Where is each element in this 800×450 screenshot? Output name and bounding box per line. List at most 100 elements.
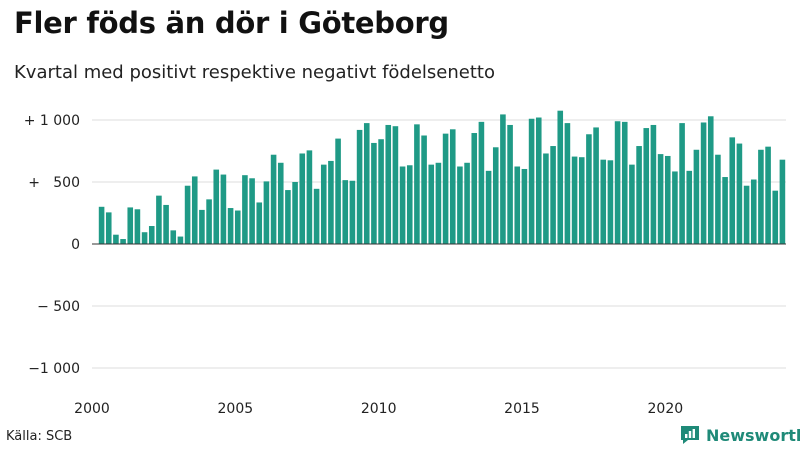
bar: 2003 Q2: 545 xyxy=(191,176,198,244)
bar: 2018 Q1: 990 xyxy=(614,121,621,244)
bar: 2007 Q2: 755 xyxy=(306,150,313,244)
bar: 2001 Q1: 295 xyxy=(127,207,134,244)
bar: 2014 Q1: 1045 xyxy=(500,114,506,244)
bar: 2018 Q2: 985 xyxy=(621,121,628,244)
source-note: Källa: SCB xyxy=(6,429,73,444)
bar: 2020 Q4: 760 xyxy=(693,149,700,244)
bar: 2012 Q4: 655 xyxy=(464,162,470,244)
newsworthy-logo-icon xyxy=(681,426,699,444)
bar: 2023 Q1: 760 xyxy=(758,149,764,244)
bar: 2016 Q2: 975 xyxy=(564,123,571,244)
bar: 2000 Q2: 255 xyxy=(105,212,112,244)
bar: 2009 Q4: 845 xyxy=(378,139,384,244)
chart-title: Fler föds än dör i Göteborg xyxy=(14,6,449,40)
y-tick-label: + 1 000 xyxy=(24,113,80,129)
bar: 2006 Q2: 655 xyxy=(277,162,284,244)
y-tick-label: + 500 xyxy=(28,175,80,191)
bar: 2004 Q2: 560 xyxy=(220,174,227,244)
bar: 2001 Q2: 280 xyxy=(134,209,141,244)
bar: 2017 Q2: 940 xyxy=(593,127,599,244)
bar: 2022 Q1: 860 xyxy=(729,137,736,244)
bar: 2005 Q1: 555 xyxy=(242,175,248,244)
bar: 2006 Q4: 500 xyxy=(292,182,298,244)
bar: 2006 Q3: 435 xyxy=(285,190,291,244)
bar: 2009 Q3: 815 xyxy=(371,142,377,244)
bar: 2017 Q4: 675 xyxy=(607,160,614,244)
y-axis-ticks: + 1 000 + 500 0 − 500 −1 000 xyxy=(24,113,80,377)
bar: 2000 Q3: 75 xyxy=(113,234,119,244)
bar: 2006 Q1: 720 xyxy=(270,154,277,244)
bar: 2020 Q3: 590 xyxy=(686,170,693,244)
bar: 2021 Q1: 980 xyxy=(700,122,707,244)
bar: 2005 Q3: 335 xyxy=(256,202,263,244)
x-tick-label: 2015 xyxy=(504,401,540,417)
bar: 2022 Q3: 470 xyxy=(743,185,750,244)
bar: 2002 Q1: 390 xyxy=(156,195,162,244)
bar: 2002 Q4: 60 xyxy=(177,236,184,244)
y-tick-label: − 500 xyxy=(37,299,80,315)
bar: 2022 Q4: 520 xyxy=(750,179,757,244)
bar: 2001 Q4: 145 xyxy=(148,226,155,244)
brand-name: Newsworthy xyxy=(706,425,800,445)
bar: 2003 Q1: 470 xyxy=(184,185,191,244)
bar: 2013 Q2: 985 xyxy=(478,121,485,244)
bar: 2023 Q3: 430 xyxy=(772,190,779,244)
bar: 2008 Q1: 670 xyxy=(328,160,334,244)
bar: 2012 Q3: 625 xyxy=(457,166,463,244)
bar: 2001 Q3: 95 xyxy=(141,232,148,244)
x-tick-label: 2020 xyxy=(648,401,684,417)
bar: 2008 Q3: 515 xyxy=(342,180,349,244)
bar: 2005 Q2: 530 xyxy=(249,178,255,244)
x-tick-label: 2005 xyxy=(218,401,254,417)
bar: 2010 Q2: 950 xyxy=(392,126,399,244)
bar: 2015 Q1: 1010 xyxy=(528,118,535,244)
bar: 2004 Q1: 600 xyxy=(213,169,220,244)
bar: 2020 Q2: 975 xyxy=(679,123,685,244)
bar: 2007 Q1: 730 xyxy=(299,153,306,244)
bar: 2019 Q3: 725 xyxy=(657,154,664,244)
bar: 2021 Q2: 1030 xyxy=(707,116,714,244)
bar: 2018 Q4: 790 xyxy=(636,146,642,244)
bar: 2019 Q4: 710 xyxy=(664,155,671,244)
bar: 2015 Q3: 730 xyxy=(543,153,549,244)
bar: 2000 Q4: 40 xyxy=(120,239,126,244)
y-tick-label: −1 000 xyxy=(28,361,80,377)
y-tick-label: 0 xyxy=(71,237,80,253)
bar: 2012 Q2: 925 xyxy=(449,129,456,244)
bar: 2011 Q4: 655 xyxy=(435,162,442,244)
bar: 2002 Q2: 315 xyxy=(163,204,169,244)
bar: 2005 Q4: 505 xyxy=(263,181,270,244)
bar: 2003 Q3: 275 xyxy=(199,209,205,244)
x-axis-ticks: 2000 2005 2010 2015 2020 xyxy=(74,401,683,417)
bar: 2019 Q1: 935 xyxy=(643,128,650,244)
bar: 2023 Q2: 785 xyxy=(765,146,771,244)
bar: 2013 Q4: 780 xyxy=(492,147,499,244)
x-tick-label: 2010 xyxy=(361,401,397,417)
bar: 2020 Q1: 585 xyxy=(672,171,678,244)
bar: 2004 Q4: 270 xyxy=(234,210,241,244)
bar: 2017 Q1: 885 xyxy=(586,134,592,244)
bar: 2008 Q4: 510 xyxy=(349,180,356,244)
bar: 2016 Q4: 700 xyxy=(578,157,585,244)
bar: 2016 Q1: 1075 xyxy=(557,110,564,244)
bar: 2019 Q2: 960 xyxy=(650,124,657,244)
bar: 2011 Q2: 875 xyxy=(421,135,427,244)
bar: 2010 Q4: 635 xyxy=(406,165,413,244)
bar: 2023 Q4: 680 xyxy=(779,159,786,244)
bar: 2013 Q3: 590 xyxy=(485,170,492,244)
bar: 2012 Q1: 890 xyxy=(442,133,449,244)
bar: 2022 Q2: 810 xyxy=(736,143,743,244)
bar: 2015 Q4: 790 xyxy=(550,146,556,244)
bar: 2004 Q3: 290 xyxy=(227,208,234,244)
bar: 2002 Q3: 110 xyxy=(170,230,177,244)
bar: 2018 Q3: 640 xyxy=(629,164,635,244)
bar: 2016 Q3: 705 xyxy=(571,156,578,244)
bar: 2010 Q3: 625 xyxy=(399,166,406,244)
bar: 2013 Q1: 895 xyxy=(471,133,478,244)
bar: 2008 Q2: 850 xyxy=(335,138,341,244)
bar: 2007 Q3: 445 xyxy=(313,188,320,244)
bar: 2009 Q2: 975 xyxy=(363,123,370,244)
bar: 2014 Q2: 960 xyxy=(507,124,513,244)
